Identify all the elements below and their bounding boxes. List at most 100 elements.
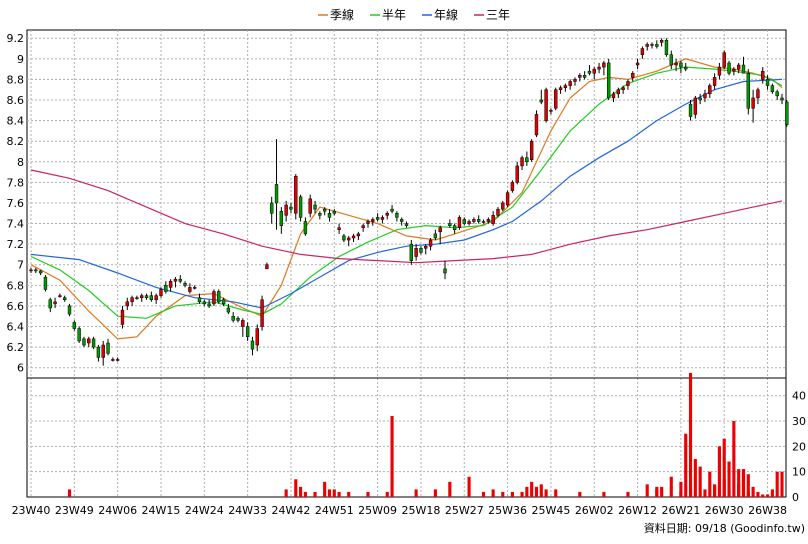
candle-body: [433, 233, 438, 239]
volume-bar: [780, 471, 784, 497]
candle: [159, 287, 163, 298]
candle: [284, 200, 288, 222]
candle: [419, 246, 423, 255]
candle: [149, 291, 154, 302]
candle: [717, 62, 722, 80]
candle-body: [217, 291, 221, 303]
volume-bar: [530, 481, 534, 497]
candle-body: [438, 227, 442, 233]
candle: [481, 219, 486, 224]
legend-item: 年線: [422, 7, 458, 22]
candle-body: [135, 297, 139, 299]
legend-label: 季線: [330, 7, 354, 22]
candle-body: [611, 93, 616, 99]
candle-body: [380, 217, 385, 220]
candle-body: [183, 283, 187, 286]
candle: [173, 277, 178, 288]
candle-body: [693, 97, 698, 115]
candle-body: [308, 198, 312, 214]
candle: [207, 299, 211, 308]
candle-body: [472, 219, 476, 222]
candle-body: [549, 110, 553, 112]
x-tick-label: 25W18: [402, 504, 441, 517]
x-tick-label: 26W02: [575, 504, 614, 517]
candle: [115, 357, 120, 362]
candle-body: [534, 114, 539, 136]
candle: [775, 89, 779, 101]
candle-body: [428, 239, 433, 247]
volume-bar: [679, 481, 683, 497]
candle: [578, 73, 582, 82]
candle: [669, 50, 673, 70]
volume-bar: [294, 479, 298, 497]
candle: [674, 58, 678, 72]
price-tick-label: 9: [17, 53, 24, 66]
candle: [255, 324, 259, 352]
candle-body: [486, 219, 491, 222]
price-tick-label: 7.4: [7, 218, 25, 231]
candle: [664, 38, 669, 57]
candle-body: [448, 223, 452, 226]
candle: [472, 217, 476, 224]
candle-body: [650, 44, 654, 46]
volume-bar: [433, 489, 437, 497]
candle: [34, 267, 38, 273]
candle-body: [260, 299, 264, 327]
x-tick-label: 25W09: [358, 504, 397, 517]
volume-bar: [481, 491, 486, 497]
candle: [101, 340, 105, 366]
price-tick-label: 6.2: [7, 341, 25, 354]
candle: [395, 211, 399, 222]
candle-body: [149, 295, 154, 301]
legend-item: 三年: [474, 8, 510, 22]
candle: [587, 65, 592, 76]
candle-body: [303, 221, 308, 235]
candle-body: [708, 85, 712, 95]
price-tick-label: 6.6: [7, 300, 25, 313]
legend: 季線 半年 年線 三年: [318, 7, 510, 22]
candle: [178, 275, 182, 284]
candle-body: [289, 206, 293, 210]
candle: [693, 95, 698, 119]
x-tick-label: 26W12: [618, 504, 657, 517]
candle: [106, 338, 110, 356]
volume-bar: [385, 491, 389, 497]
x-tick-label: 25W27: [445, 504, 484, 517]
candle: [732, 67, 736, 76]
volume-bar: [544, 489, 548, 497]
candle: [708, 83, 712, 98]
candle: [563, 83, 568, 92]
candle-body: [154, 295, 158, 301]
volume-bar: [299, 486, 303, 497]
candle: [645, 42, 649, 51]
volume-bar: [534, 486, 539, 497]
candle-body: [669, 54, 673, 66]
candle-body: [582, 75, 587, 78]
candle: [679, 60, 683, 74]
volume-bar: [693, 459, 697, 497]
candle-body: [751, 97, 755, 109]
volume-bar: [669, 476, 673, 497]
x-tick-label: 24W24: [185, 504, 224, 517]
volume-bar: [722, 438, 726, 497]
volume-bar: [67, 489, 72, 497]
x-tick-label: 24W51: [315, 504, 354, 517]
volume-bar: [284, 489, 288, 497]
candle: [568, 79, 572, 90]
volume-bar: [626, 491, 630, 497]
candle-body: [67, 305, 72, 315]
candle-body: [63, 297, 67, 301]
candle: [688, 100, 693, 121]
candle-body: [419, 248, 423, 253]
volume-bar: [539, 484, 543, 497]
candle: [43, 275, 48, 292]
volume-bar: [770, 489, 774, 497]
volume-bar: [501, 491, 505, 497]
candle: [621, 85, 625, 94]
candle-body: [688, 103, 693, 117]
volume-bar: [520, 491, 524, 497]
candle-body: [505, 192, 510, 206]
candle-body: [409, 243, 414, 261]
volume-bar: [390, 415, 394, 497]
ma-line-三年: [30, 169, 783, 264]
